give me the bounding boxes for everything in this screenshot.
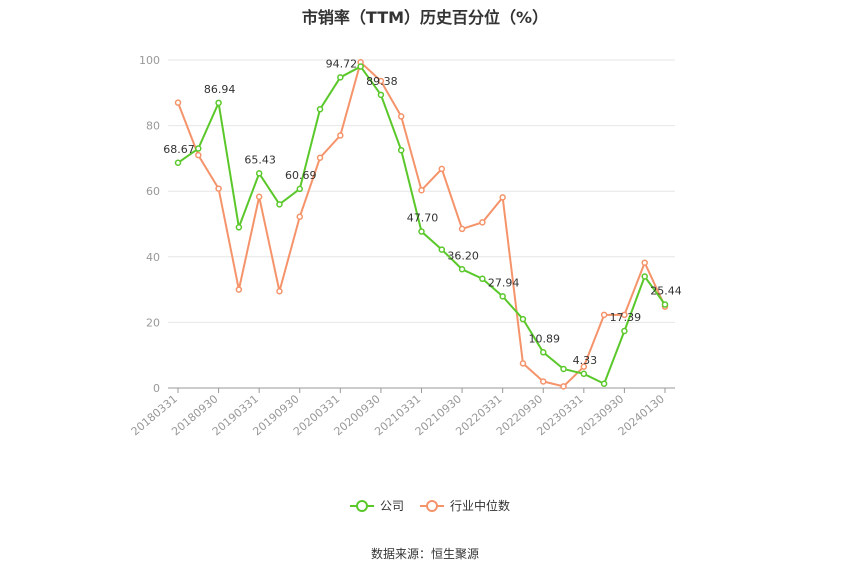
data-label: 86.94 — [204, 83, 236, 96]
y-tick-label: 20 — [146, 316, 160, 329]
data-point — [600, 311, 608, 319]
data-point — [438, 246, 446, 253]
data-point — [580, 370, 588, 378]
data-label: 10.89 — [529, 332, 561, 345]
data-point — [174, 159, 182, 167]
data-point — [519, 315, 527, 323]
data-point — [235, 224, 243, 231]
data-label: 27.94 — [488, 276, 520, 289]
data-label: 68.67 — [163, 143, 195, 156]
data-point — [195, 145, 202, 152]
data-label: 60.69 — [285, 169, 317, 182]
data-point — [377, 91, 385, 99]
chart-title: 市销率（TTM）历史百分位（%） — [301, 8, 549, 27]
data-point — [661, 301, 669, 308]
data-point — [499, 293, 506, 300]
data-point — [519, 360, 527, 367]
data-point — [479, 219, 486, 226]
y-tick-label: 80 — [146, 120, 160, 133]
data-point — [255, 193, 263, 201]
data-point — [641, 273, 648, 280]
data-point — [337, 132, 344, 139]
data-point — [499, 194, 506, 201]
data-point — [337, 74, 344, 81]
data-label: 17.39 — [610, 311, 642, 324]
data-point — [418, 186, 425, 194]
data-point — [195, 151, 202, 159]
data-point — [296, 185, 303, 193]
data-label: 65.43 — [244, 153, 276, 166]
data-point — [600, 380, 608, 387]
data-point — [377, 77, 385, 85]
data-label: 36.20 — [447, 249, 479, 262]
data-point — [255, 170, 263, 177]
data-point — [296, 213, 303, 221]
data-point — [621, 327, 628, 335]
data-label: 47.70 — [407, 212, 439, 225]
data-point — [215, 99, 222, 107]
data-point — [215, 185, 222, 192]
data-point — [641, 259, 648, 266]
legend-label: 公司 — [380, 499, 404, 513]
legend-marker — [356, 500, 368, 512]
data-point — [540, 378, 547, 385]
data-point — [560, 383, 567, 390]
data-point — [316, 154, 324, 161]
x-axis: 2018033120180930201903312019093020200331… — [129, 387, 675, 438]
data-point — [621, 311, 628, 319]
data-point — [479, 275, 486, 283]
data-point — [235, 286, 243, 293]
series-line — [177, 65, 666, 386]
source-note: 数据来源：恒生聚源 — [370, 547, 479, 561]
data-point — [438, 165, 446, 173]
data-point — [174, 99, 182, 106]
data-label: 89.38 — [366, 75, 398, 88]
data-label: 94.72 — [326, 57, 358, 70]
data-point — [540, 349, 547, 356]
data-point — [580, 363, 588, 370]
data-point — [397, 113, 405, 120]
data-label: 4.33 — [573, 354, 598, 367]
data-point — [276, 287, 283, 295]
y-tick-label: 40 — [146, 251, 160, 264]
legend: 公司 行业中位数 — [350, 498, 510, 513]
data-point — [560, 365, 567, 373]
data-label: 25.44 — [650, 285, 682, 298]
data-labels: 68.67 86.94 65.43 60.69 94.72 89.38 47.70 36.20… — [163, 57, 682, 366]
data-point — [397, 146, 405, 154]
legend-label: 行业中位数 — [450, 498, 510, 513]
data-point — [458, 266, 466, 273]
legend-marker — [426, 500, 438, 512]
series-points — [174, 59, 669, 390]
data-point — [458, 225, 466, 233]
y-tick-label: 0 — [153, 382, 160, 395]
data-point — [276, 201, 283, 208]
y-tick-label: 60 — [146, 185, 160, 198]
y-tick-label: 100 — [139, 54, 160, 67]
data-point — [357, 63, 364, 70]
data-point — [418, 228, 425, 235]
y-axis: 0 20 40 60 80 100 — [139, 54, 160, 395]
data-point — [316, 105, 324, 113]
